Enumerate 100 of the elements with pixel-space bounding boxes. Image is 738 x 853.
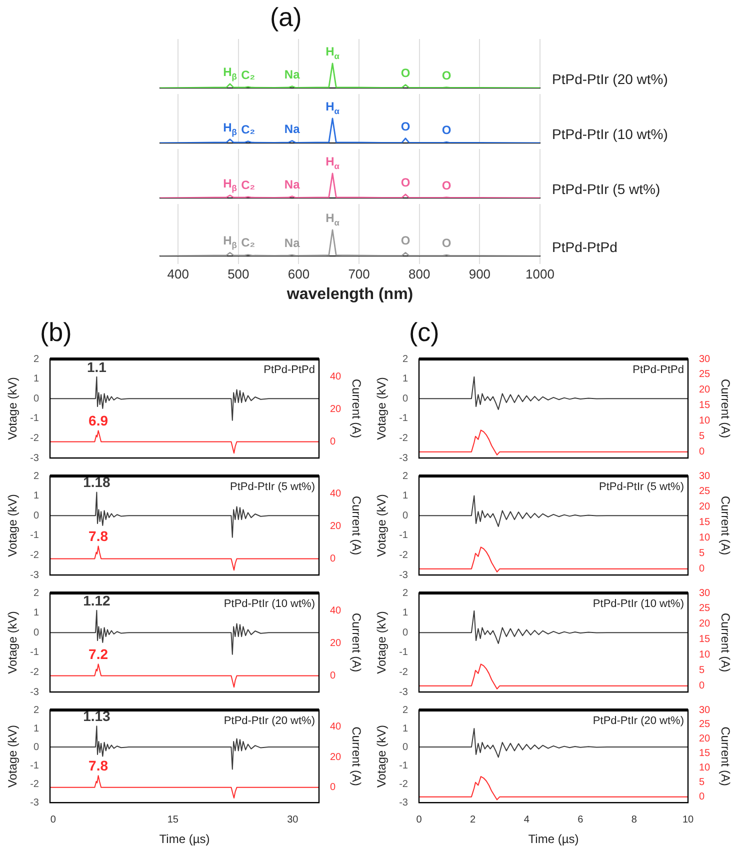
y2-tick-label: 25 [699, 486, 711, 498]
y2-tick-label: 25 [699, 719, 711, 730]
y2-tick-label: 0 [699, 792, 705, 803]
y2-tick-label: 30 [699, 704, 711, 716]
y-tick-label: -1 [30, 530, 40, 542]
y2-axis-title: Current (A) [349, 612, 364, 672]
y2-tick-label: 40 [330, 488, 342, 500]
y2-tick-label: 40 [330, 372, 342, 383]
y2-tick-label: 0 [330, 670, 336, 682]
y-tick-label: -2 [399, 550, 408, 561]
annotation: O [442, 236, 452, 250]
y-tick-label: 2 [33, 354, 40, 365]
annotation: Na [284, 67, 300, 82]
y2-tick-label: 20 [330, 521, 342, 532]
y-tick-label: -1 [30, 413, 40, 424]
y2-tick-label: 15 [699, 400, 711, 412]
data-label: 1.13 [83, 708, 111, 724]
x-tick-label: 900 [468, 266, 491, 282]
y2-tick-label: 0 [699, 680, 705, 692]
y-tick-label: 0 [402, 742, 408, 753]
y-tick-label: 2 [402, 470, 408, 482]
y-tick-label: -2 [30, 778, 40, 790]
y-tick-label: -3 [30, 686, 40, 698]
y-axis-title: Votage (kV) [6, 377, 20, 440]
y2-tick-label: 0 [330, 782, 336, 794]
y2-tick-label: 15 [699, 517, 711, 528]
y2-tick-label: 40 [330, 721, 342, 732]
y-tick-label: -1 [399, 413, 408, 424]
y-tick-label: -1 [30, 647, 40, 658]
x-tick-label: 0 [50, 814, 56, 826]
data-label: 1.12 [83, 592, 111, 608]
x-axis-title: Time (µs) [159, 832, 210, 846]
data-label: 1.18 [83, 474, 111, 490]
y-tick-label: 0 [402, 393, 408, 404]
x-tick-label: 500 [228, 266, 250, 282]
y-tick-label: 1 [402, 723, 408, 734]
chart-title: (b) [39, 316, 73, 349]
y-tick-label: 0 [33, 742, 40, 753]
y2-tick-label: 20 [699, 502, 711, 513]
x-tick-label: 4 [524, 814, 530, 826]
annotation: C₂ [241, 236, 256, 250]
series-label: PtPd-PtPd [552, 239, 618, 255]
y-tick-label: -1 [399, 530, 408, 542]
x-tick-label: 10 [682, 814, 694, 826]
x-axis-title: wavelength (nm) [286, 286, 414, 303]
x-tick-label: 2 [470, 814, 476, 826]
annotation: O [442, 123, 452, 138]
y-tick-label: 1 [33, 374, 40, 385]
y-tick-label: -3 [30, 797, 40, 808]
series-label: PtPd-PtIr (5 wt%) [552, 181, 660, 197]
annotation: PtPd-PtIr (20 wt%) [224, 715, 315, 727]
y2-tick-label: 20 [699, 734, 711, 745]
annotation: C₂ [241, 178, 256, 192]
y2-axis-title: Current (A) [349, 726, 364, 786]
data-label: 7.8 [88, 758, 108, 774]
y-tick-label: 0 [33, 627, 40, 638]
x-axis-title: Time (µs) [528, 832, 579, 846]
x-tick-label: 600 [288, 266, 310, 282]
y-tick-label: 1 [33, 608, 40, 619]
annotation: PtPd-PtIr (20 wt%) [592, 715, 684, 727]
x-tick-label: 700 [348, 266, 370, 282]
data-label: 7.2 [88, 646, 108, 662]
y-tick-label: 1 [402, 374, 408, 385]
y-tick-label: -2 [30, 432, 40, 444]
annotation: C₂ [241, 68, 256, 82]
x-tick-label: 6 [578, 814, 584, 826]
y2-tick-label: 30 [699, 470, 711, 482]
y-tick-label: -3 [399, 570, 408, 581]
y2-tick-label: 20 [330, 752, 342, 763]
y2-tick-label: 25 [699, 369, 711, 380]
y-tick-label: 2 [402, 704, 408, 716]
y2-tick-label: 15 [699, 748, 711, 760]
y-tick-label: 1 [33, 490, 40, 502]
annotation: O [400, 119, 410, 134]
y-axis-title: Votage (kV) [6, 724, 20, 788]
data-label: 6.9 [88, 412, 108, 429]
y-tick-label: 0 [33, 510, 40, 522]
y-axis-title: Votage (kV) [6, 611, 20, 674]
annotation: PtPd-PtPd [632, 364, 684, 376]
x-tick-label: 400 [167, 266, 189, 282]
y-tick-label: 2 [33, 704, 40, 716]
y2-tick-label: 5 [699, 548, 705, 560]
y2-axis-title: Current (A) [718, 496, 732, 556]
y-axis-title: Votage (kV) [374, 724, 389, 788]
data-label: 7.8 [88, 528, 108, 544]
y-tick-label: 0 [402, 627, 408, 638]
annotation: PtPd-PtPd [264, 364, 315, 376]
y2-tick-label: 5 [699, 777, 705, 788]
annotation: C₂ [241, 122, 256, 136]
annotation: O [400, 175, 410, 190]
chart-title: (a) [269, 1, 303, 34]
y-tick-label: -2 [399, 778, 408, 790]
y2-tick-label: 15 [699, 634, 711, 646]
y-axis-title: Votage (kV) [374, 611, 389, 674]
annotation: Na [284, 177, 300, 192]
y2-tick-label: 20 [699, 384, 711, 396]
y-tick-label: -3 [30, 452, 40, 464]
y-axis-title: Votage (kV) [374, 377, 389, 440]
annotation: Na [284, 236, 300, 250]
data-label: 1.1 [86, 358, 107, 375]
